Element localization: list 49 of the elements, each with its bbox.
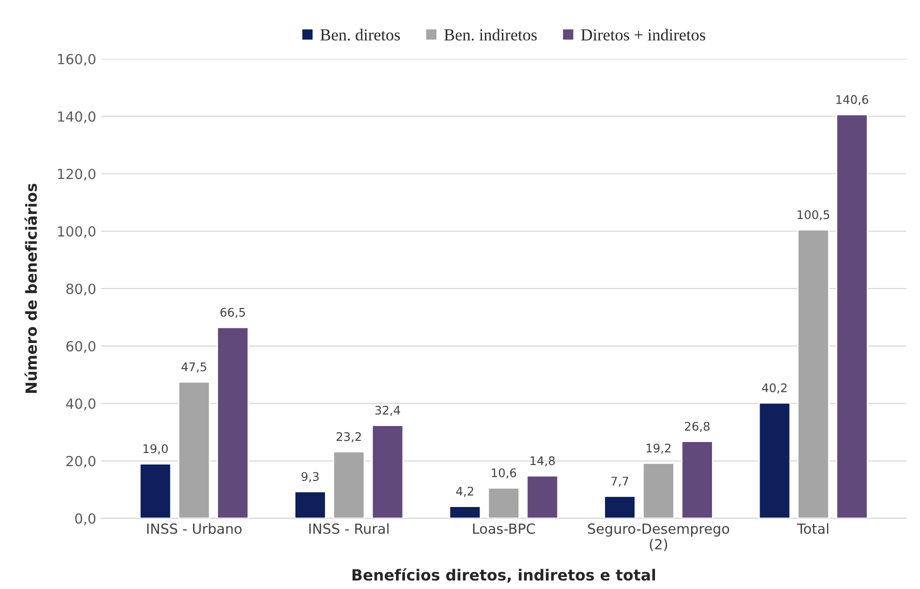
data-label: 100,5 xyxy=(798,210,830,220)
y-tick-label: 140,0 xyxy=(58,111,96,124)
x-axis-title: Benefícios diretos, indiretos e total xyxy=(352,568,655,583)
data-label: 19,0 xyxy=(144,444,168,454)
data-label: 19,2 xyxy=(646,444,670,454)
bar xyxy=(604,496,636,518)
data-label: 40,2 xyxy=(762,383,787,394)
bar xyxy=(836,114,868,518)
bar xyxy=(178,381,210,518)
y-axis-title: Número de beneficiários xyxy=(24,184,37,393)
data-label: 26,8 xyxy=(684,422,710,432)
bar xyxy=(642,462,675,518)
x-tick-label: INSS - Urbano xyxy=(147,523,242,534)
x-tick-label: INSS - Rural xyxy=(309,523,389,534)
y-tick-label: 80,0 xyxy=(66,284,96,296)
bar xyxy=(488,487,520,518)
bar xyxy=(758,402,791,518)
legend-label: Diretos + indiretos xyxy=(581,28,706,41)
data-label: 7,7 xyxy=(611,476,628,487)
y-tick-label: 0,0 xyxy=(75,513,96,526)
y-tick-label: 20,0 xyxy=(66,456,96,468)
y-tick-label: 40,0 xyxy=(66,398,96,410)
x-tick-label: Loas-BPC xyxy=(473,523,535,534)
data-label: 47,5 xyxy=(182,362,206,373)
bar xyxy=(681,440,714,518)
bar xyxy=(526,475,559,518)
data-label: 14,8 xyxy=(530,456,555,466)
data-label: 66,5 xyxy=(220,308,245,318)
x-tick-label: Total xyxy=(797,523,828,534)
data-label: 10,6 xyxy=(492,468,516,478)
legend-label: Ben. diretos xyxy=(320,28,400,41)
bar xyxy=(139,463,172,518)
bar xyxy=(448,506,482,518)
legend-label: Ben. indiretos xyxy=(444,28,537,41)
data-label: 23,2 xyxy=(336,432,361,442)
y-tick-label: 60,0 xyxy=(66,341,96,353)
bar xyxy=(216,326,249,518)
bar xyxy=(371,424,404,518)
y-tick-label: 100,0 xyxy=(58,226,96,238)
bar xyxy=(332,451,366,518)
y-tick-label: 120,0 xyxy=(58,168,96,181)
y-tick-label: 160,0 xyxy=(58,54,96,66)
x-tick-label: Seguro-Desemprego (2) xyxy=(588,523,730,552)
bar xyxy=(797,229,830,518)
data-label: 9,3 xyxy=(302,472,319,482)
bar xyxy=(294,490,326,518)
data-label: 4,2 xyxy=(456,486,474,497)
data-label: 32,4 xyxy=(375,406,400,416)
data-label: 140,6 xyxy=(836,95,868,106)
